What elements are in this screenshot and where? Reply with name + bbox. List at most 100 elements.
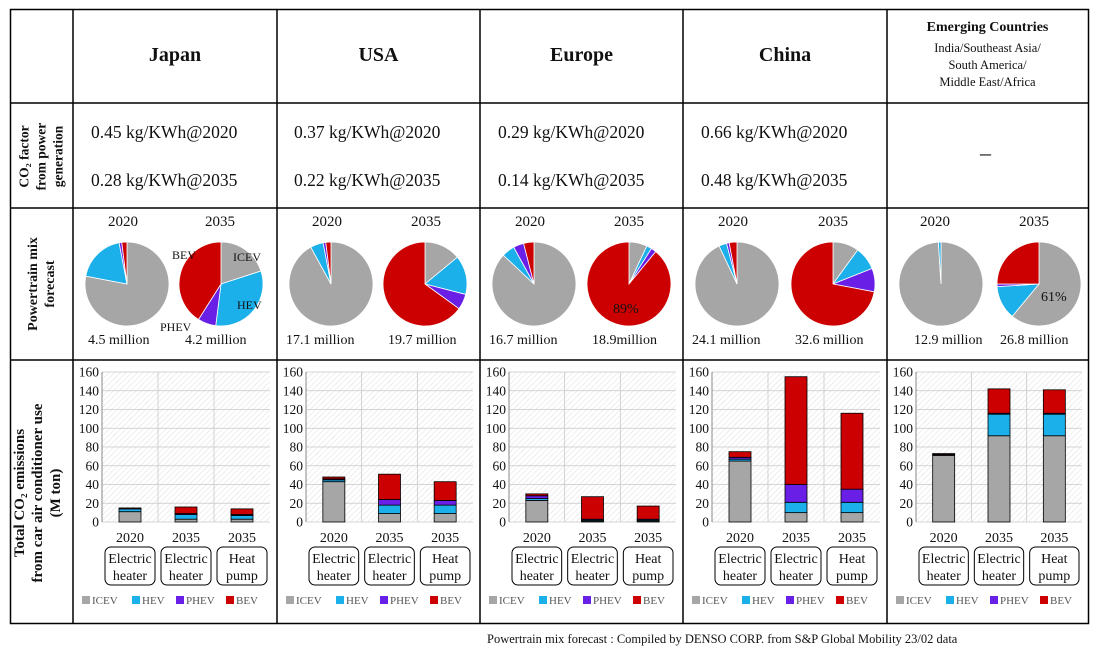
- legend-label-emerging-countries-phev: PHEV: [1000, 595, 1029, 607]
- legend-label-china-icev: ICEV: [702, 595, 728, 607]
- bar-europe-1-icev: [525, 500, 549, 523]
- bar-chart-china: 0 20 40 60 80 100 120 140 160 2020 Electric heater 2…: [689, 365, 880, 607]
- pie-slice-usa-2035-bev: [382, 241, 460, 327]
- vehicles-china-2020: 24.1 million: [692, 333, 761, 348]
- y-tick-emerging-countries-120: 120: [893, 402, 914, 417]
- x-bracket-emerging-countries-2: [973, 546, 1025, 586]
- x-year-emerging-countries-3: 2035: [1040, 531, 1068, 546]
- row-label-emissions: Total CO₂ emissions from car air conditi…: [11, 363, 65, 623]
- pie-china-2035: [790, 241, 876, 327]
- y-tick-usa-80: 80: [290, 440, 304, 455]
- pie-emerging-2035: [996, 241, 1082, 327]
- row-label-emissions-line2: from car air conditioner use: [30, 403, 46, 583]
- legend-swatch-emerging-countries-phev: [990, 596, 998, 604]
- x-year-japan-3: 2035: [228, 531, 256, 546]
- header-usa: USA: [358, 44, 399, 66]
- y-tick-emerging-countries-100: 100: [893, 421, 914, 436]
- pie-label-hev: HEV: [237, 298, 262, 312]
- x-label-china-2-line1: Electric: [774, 552, 818, 567]
- bar-china-3-bev: [840, 412, 864, 490]
- x-year-europe-3: 2035: [634, 531, 662, 546]
- bar-emerging-countries-2-bev: [987, 388, 1011, 414]
- pie-slice-japan-2035-icev: [220, 241, 262, 285]
- co2-europe-2035: 0.14 kg/KWh@2035: [498, 170, 645, 190]
- x-bracket-usa-3: [419, 546, 471, 586]
- x-label-china-3-line1: Heat: [839, 552, 866, 567]
- y-tick-china-120: 120: [689, 402, 710, 417]
- x-label-emerging-countries-3-line2: pump: [1038, 569, 1070, 584]
- y-tick-usa-100: 100: [283, 421, 304, 436]
- x-label-japan-3-line2: pump: [226, 569, 258, 584]
- x-label-usa-1-line2: heater: [317, 569, 352, 584]
- bar-china-1-bev: [728, 451, 752, 458]
- y-tick-china-160: 160: [689, 365, 710, 380]
- co2-emerging-dash: –: [980, 140, 991, 165]
- y-tick-japan-20: 20: [86, 496, 100, 511]
- legend-swatch-usa-hev: [336, 596, 344, 604]
- year-china-2020: 2020: [718, 214, 748, 230]
- co2-usa-2035: 0.22 kg/KWh@2035: [294, 170, 441, 190]
- y-tick-emerging-countries-140: 140: [893, 383, 914, 398]
- co2-china-2035: 0.48 kg/KWh@2035: [701, 170, 848, 190]
- vehicles-japan-2035: 4.2 million: [185, 333, 247, 348]
- vehicles-usa-2035: 19.7 million: [388, 333, 457, 348]
- pie-slice-china-2035-bev: [790, 241, 875, 327]
- vehicles-japan-2020: 4.5 million: [88, 333, 150, 348]
- bar-chart-emerging: 0 20 40 60 80 100 120 140 160 2020 Electric heater 2…: [893, 365, 1082, 607]
- x-label-japan-1-line1: Electric: [108, 552, 152, 567]
- x-year-china-2: 2035: [782, 531, 810, 546]
- co2-japan-2035: 0.28 kg/KWh@2035: [91, 170, 238, 190]
- y-tick-europe-20: 20: [493, 496, 507, 511]
- y-tick-japan-80: 80: [86, 440, 100, 455]
- year-china-2035: 2035: [818, 214, 848, 230]
- row-label-emissions-line3: (M ton): [48, 468, 64, 518]
- pie-slice-usa-2020-bev: [325, 241, 332, 285]
- bar-japan-1-bev: [118, 507, 142, 510]
- bar-emerging-countries-3-hev: [1042, 413, 1066, 437]
- pie-emerging-2020: [898, 241, 984, 327]
- y-tick-europe-80: 80: [493, 440, 507, 455]
- bar-emerging-countries-2-hev: [987, 413, 1011, 437]
- legend-label-europe-phev: PHEV: [593, 595, 622, 607]
- x-year-emerging-countries-1: 2020: [930, 531, 958, 546]
- pie-usa-2035: [382, 241, 468, 327]
- pie-china-2020: [694, 241, 780, 327]
- legend-label-europe-hev: HEV: [549, 595, 572, 607]
- legend-label-japan-phev: PHEV: [186, 595, 215, 607]
- bar-china-1-icev: [728, 460, 752, 523]
- x-bracket-usa-2: [364, 546, 415, 586]
- x-year-usa-3: 2035: [431, 531, 459, 546]
- bar-usa-3-icev: [433, 513, 457, 523]
- bar-chart-japan: 0 20 40 60 80 100 120 140 160 2020 Electric heater 2…: [79, 365, 270, 607]
- legend-label-emerging-countries-icev: ICEV: [906, 595, 932, 607]
- y-tick-china-80: 80: [696, 440, 710, 455]
- x-label-usa-1-line1: Electric: [312, 552, 356, 567]
- bar-emerging-countries-2-icev: [987, 435, 1011, 523]
- legend-swatch-china-phev: [786, 596, 794, 604]
- row-label-co2-factor: CO₂ factor from power generation: [16, 107, 67, 207]
- x-label-china-1-line1: Electric: [718, 552, 762, 567]
- x-bracket-usa-1: [308, 546, 360, 586]
- bar-japan-2-bev: [174, 506, 198, 514]
- legend-swatch-china-hev: [742, 596, 750, 604]
- bar-usa-3-bev: [433, 481, 457, 501]
- co2-europe-2020: 0.29 kg/KWh@2020: [498, 122, 645, 142]
- y-tick-usa-60: 60: [290, 458, 304, 473]
- x-label-europe-3-line2: pump: [632, 569, 664, 584]
- x-label-japan-2-line2: heater: [169, 569, 204, 584]
- year-usa-2020: 2020: [312, 214, 342, 230]
- bar-europe-1-bev: [525, 493, 549, 497]
- bar-emerging-countries-3-bev: [1042, 389, 1066, 414]
- legend-swatch-europe-icev: [489, 596, 497, 604]
- x-year-japan-2: 2035: [172, 531, 200, 546]
- bar-china-3-phev: [840, 488, 864, 503]
- y-tick-europe-100: 100: [486, 421, 507, 436]
- bar-usa-2-bev: [378, 473, 401, 500]
- legend-swatch-emerging-countries-bev: [1040, 596, 1048, 604]
- y-tick-china-140: 140: [689, 383, 710, 398]
- pie-label-bev: BEV: [172, 248, 196, 262]
- bar-usa-3-hev: [433, 504, 457, 514]
- y-tick-europe-40: 40: [493, 477, 507, 492]
- header-emerging-title: Emerging Countries: [926, 20, 1049, 35]
